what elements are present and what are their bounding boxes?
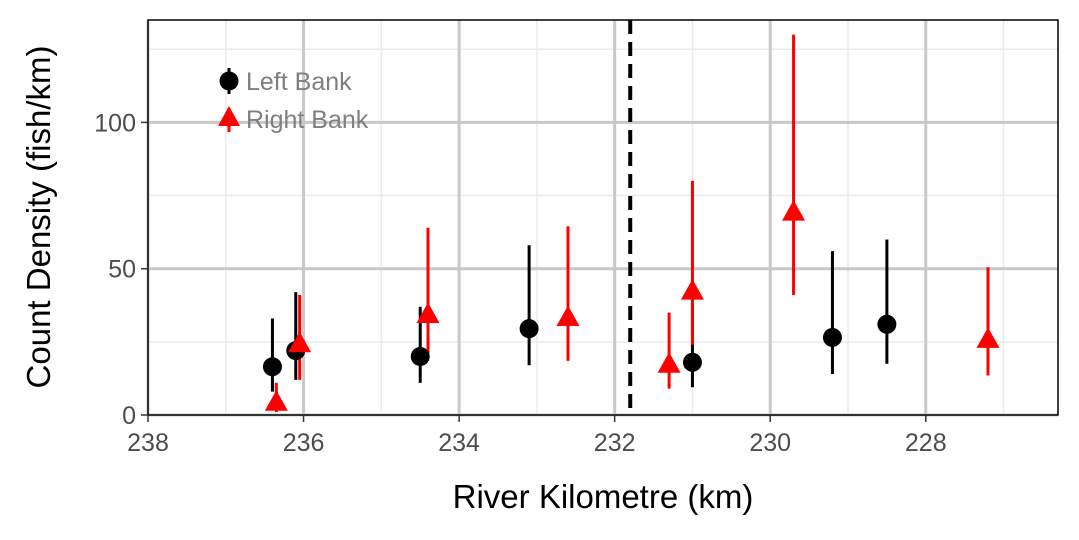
legend-item-right-bank: Right Bank: [218, 106, 369, 134]
panel-border: [147, 19, 1059, 416]
legend: Left Bank Right Bank: [218, 68, 369, 134]
x-axis-title: River Kilometre (km): [453, 478, 754, 515]
y-tick-label: 50: [108, 256, 136, 284]
x-tick-label: 234: [438, 429, 480, 457]
x-tick-label: 230: [749, 429, 791, 457]
x-tick-label: 236: [283, 429, 325, 457]
legend-item-left-bank: Left Bank: [219, 68, 352, 96]
left-bank-point: [877, 314, 897, 334]
legend-right-bank-label: Right Bank: [246, 106, 369, 134]
y-tick-label: 0: [122, 402, 136, 430]
right-bank-point: [288, 331, 312, 353]
right-bank-point: [782, 200, 806, 221]
right-bank-point: [264, 390, 288, 411]
right-bank-point: [556, 305, 580, 326]
right-bank-point: [680, 279, 704, 300]
right-bank-point: [976, 327, 1000, 348]
left-bank-point: [262, 357, 282, 377]
x-axis: 238 236 234 232 230 228: [127, 415, 947, 457]
grid-minor: [148, 20, 1058, 415]
left-bank-point: [682, 352, 702, 372]
legend-right-bank-marker: [218, 106, 240, 126]
x-tick-label: 228: [905, 429, 947, 457]
legend-left-bank-label: Left Bank: [246, 68, 352, 96]
right-bank-point: [657, 352, 681, 373]
y-axis: 0 50 100: [94, 109, 148, 430]
y-tick-label: 100: [94, 109, 136, 137]
left-bank-point: [410, 346, 430, 366]
legend-left-bank-marker: [219, 71, 239, 91]
left-bank-point: [822, 327, 842, 347]
y-axis-title: Count Density (fish/km): [20, 46, 57, 389]
left-bank-point: [519, 319, 539, 339]
right-bank-point: [416, 302, 440, 324]
data-points: [262, 200, 1000, 411]
x-tick-label: 238: [127, 429, 169, 457]
x-tick-label: 232: [594, 429, 636, 457]
